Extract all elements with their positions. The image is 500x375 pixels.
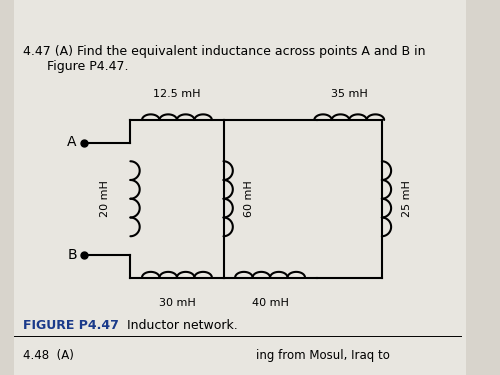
Text: 20 mH: 20 mH: [100, 180, 110, 217]
Text: ing from Mosul, Iraq to: ing from Mosul, Iraq to: [256, 349, 390, 362]
Text: 60 mH: 60 mH: [244, 180, 254, 217]
Text: FIGURE P4.47: FIGURE P4.47: [24, 319, 119, 332]
Text: 40 mH: 40 mH: [252, 298, 288, 308]
Text: 30 mH: 30 mH: [158, 298, 196, 308]
Text: B: B: [67, 248, 77, 262]
Text: 4.47 (A) Find the equivalent inductance across points A and B in
      Figure P4: 4.47 (A) Find the equivalent inductance …: [24, 45, 426, 73]
Text: Inductor network.: Inductor network.: [118, 319, 238, 332]
Polygon shape: [14, 0, 466, 375]
Text: 12.5 mH: 12.5 mH: [153, 89, 200, 99]
Text: 25 mH: 25 mH: [402, 180, 412, 217]
Text: 35 mH: 35 mH: [331, 89, 368, 99]
Text: 4.48  (A): 4.48 (A): [24, 349, 74, 362]
Text: A: A: [68, 135, 77, 150]
